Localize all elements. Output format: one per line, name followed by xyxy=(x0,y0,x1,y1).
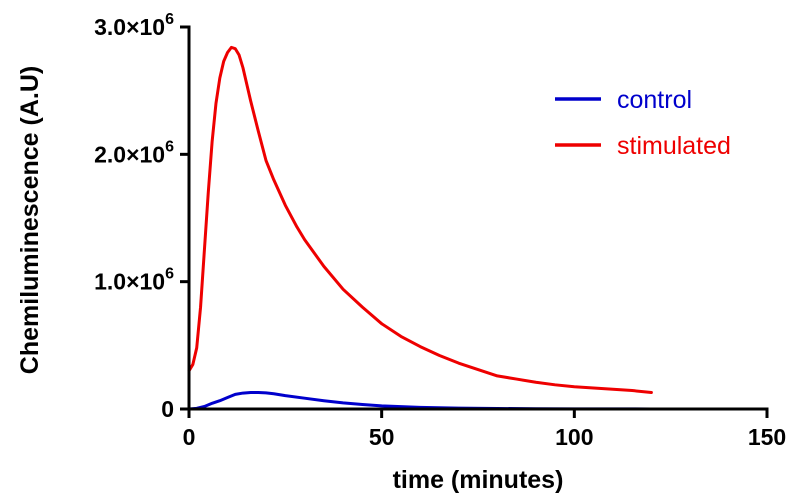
y-tick-mantissa: 1.0×10 xyxy=(94,269,165,295)
series-line-control xyxy=(187,390,653,411)
x-axis-title: time (minutes) xyxy=(393,466,564,494)
legend-item-control: control xyxy=(555,86,692,114)
series-line-stimulated xyxy=(187,45,653,394)
x-tick-label: 150 xyxy=(748,424,786,450)
x-ticks: 0 50 100 150 xyxy=(183,409,786,450)
series-layer xyxy=(187,45,653,411)
y-tick-label: 0 xyxy=(161,396,174,422)
x-tick-label: 50 xyxy=(369,424,395,450)
y-tick-label: 2.0×106 xyxy=(94,138,174,167)
y-tick-label: 3.0×106 xyxy=(94,11,174,40)
x-tick-label: 0 xyxy=(183,424,196,450)
y-tick-mantissa: 2.0×10 xyxy=(94,141,165,167)
y-tick-exponent: 6 xyxy=(165,11,174,28)
y-tick-label: 1.0×106 xyxy=(94,266,174,295)
legend-label: stimulated xyxy=(617,132,731,160)
legend-item-stimulated: stimulated xyxy=(555,132,731,160)
y-tick-mantissa: 3.0×10 xyxy=(94,14,165,40)
y-axis-title: Chemiluminescence (A.U) xyxy=(16,66,44,374)
legend-label: control xyxy=(617,86,692,114)
y-tick-exponent: 6 xyxy=(165,138,174,155)
x-tick-label: 100 xyxy=(555,424,593,450)
y-tick-mantissa: 0 xyxy=(161,396,174,422)
legend: control stimulated xyxy=(555,86,731,160)
y-tick-exponent: 6 xyxy=(165,266,174,283)
